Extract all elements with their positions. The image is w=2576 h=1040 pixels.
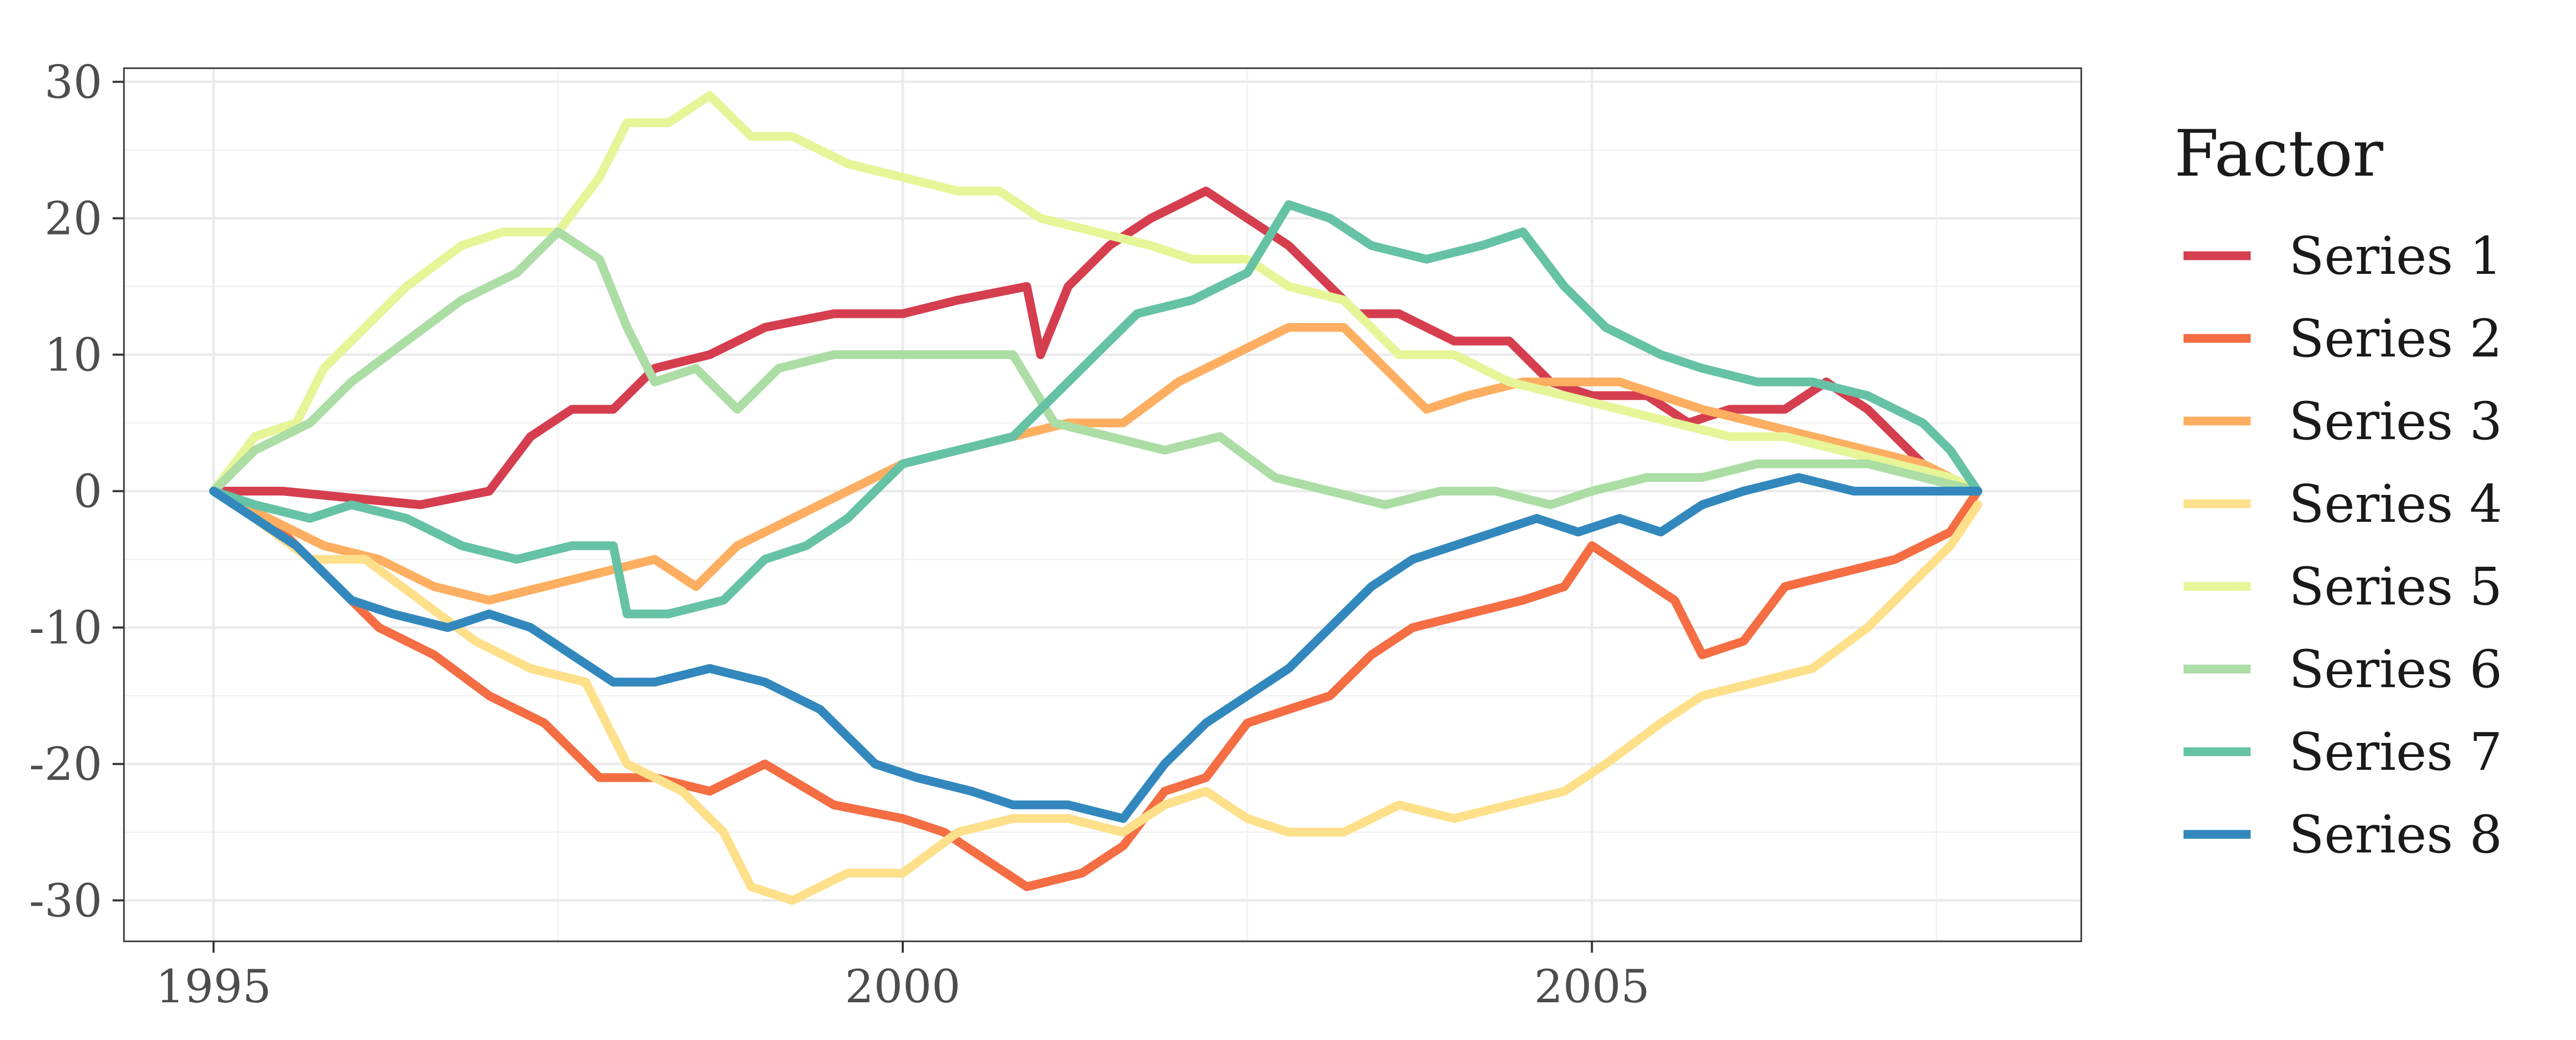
y-tick-label: 10 [44,329,102,382]
x-tick-label: 1995 [156,960,272,1013]
series-line-8 [209,473,1983,823]
legend-label-5: Series 5 [2289,556,2502,617]
series-line-4 [209,487,1983,905]
x-tick-label: 2000 [845,960,961,1013]
series-line-3 [209,323,1983,605]
legend-label-7: Series 7 [2289,722,2502,782]
legend-label-8: Series 8 [2289,804,2502,865]
y-tick-label: 20 [44,192,102,245]
legend-label-4: Series 4 [2289,474,2502,534]
plot-panel-border [123,67,2082,942]
series-line-6 [209,227,1983,509]
legend-title: Factor [2174,117,2383,191]
y-tick-label: 30 [44,55,102,108]
series-line-2 [209,487,1983,891]
legend-label-2: Series 2 [2289,308,2502,369]
legend-label-6: Series 6 [2289,639,2502,700]
y-tick-label: 0 [73,465,102,518]
y-axis: 30 20 10 0 -10 -20 -30 [29,55,124,927]
legend-label-3: Series 3 [2289,391,2502,452]
y-tick-label: -30 [29,874,102,927]
legend: Factor Series 1 Series 2 Series 3 Series 4 S… [2174,117,2502,865]
series-line-5 [209,91,1983,496]
legend-label-1: Series 1 [2289,226,2502,286]
y-tick-label: -10 [29,601,102,655]
series-lines [209,91,1983,905]
y-tick-label: -20 [29,738,102,791]
series-line-7 [209,200,1983,618]
major-gridlines [124,68,2081,941]
x-axis: 1995 2000 2005 [156,941,1650,1013]
x-tick-label: 2005 [1534,960,1650,1013]
